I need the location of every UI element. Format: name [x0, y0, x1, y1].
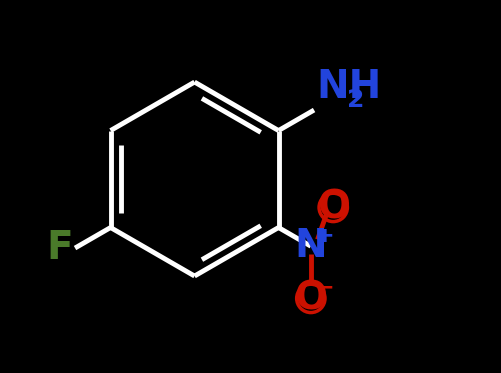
- Text: −: −: [316, 277, 334, 297]
- Text: F: F: [47, 229, 73, 267]
- Text: NH: NH: [316, 68, 381, 106]
- Text: +: +: [316, 226, 334, 246]
- Text: 2: 2: [347, 88, 364, 112]
- Text: N: N: [295, 227, 327, 265]
- Text: O: O: [295, 279, 327, 317]
- Text: O: O: [317, 188, 350, 226]
